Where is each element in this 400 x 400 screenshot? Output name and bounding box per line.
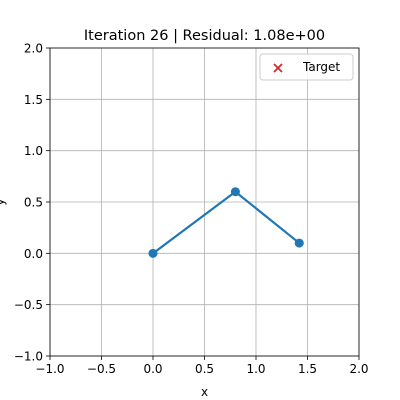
legend-label-0: Target (302, 60, 340, 74)
y-tick-label-4: 1.0 (24, 144, 43, 158)
ticks: −1.0 −0.5 0.0 0.5 1.0 1.5 2.0 −1.0 −0.5 0.0 0.5 1.0… (14, 42, 369, 377)
y-tick-label-6: 2.0 (24, 42, 43, 56)
y-tick-label-1: −0.5 (14, 298, 43, 312)
y-tick-label-2: 0.0 (24, 247, 43, 261)
y-axis-label: y (0, 198, 7, 205)
x-axis-label: x (201, 385, 208, 399)
legend-marker-stroke-b (273, 63, 283, 73)
x-tick-label-5: 1.5 (298, 362, 317, 376)
x-tick-label-4: 1.0 (246, 362, 265, 376)
legend: Target (259, 53, 354, 81)
chart-title: Iteration 26 | Residual: 1.08e+00 (84, 28, 325, 44)
x-tick-label-2: 0.0 (143, 362, 162, 376)
series-layer (148, 187, 304, 258)
x-tick-label-1: −0.5 (87, 362, 116, 376)
x-tick-label-0: −1.0 (35, 362, 64, 376)
y-tick-label-3: 0.5 (24, 196, 43, 210)
data-point-2 (294, 238, 304, 248)
data-point-0 (148, 248, 158, 258)
legend-box (259, 53, 354, 81)
data-point-1 (230, 187, 240, 197)
legend-target-marker (273, 63, 283, 73)
x-tick-label-3: 0.5 (195, 362, 214, 376)
y-tick-label-5: 1.5 (24, 93, 43, 107)
x-tick-label-6: 2.0 (349, 362, 368, 376)
y-tick-label-0: −1.0 (14, 350, 43, 364)
